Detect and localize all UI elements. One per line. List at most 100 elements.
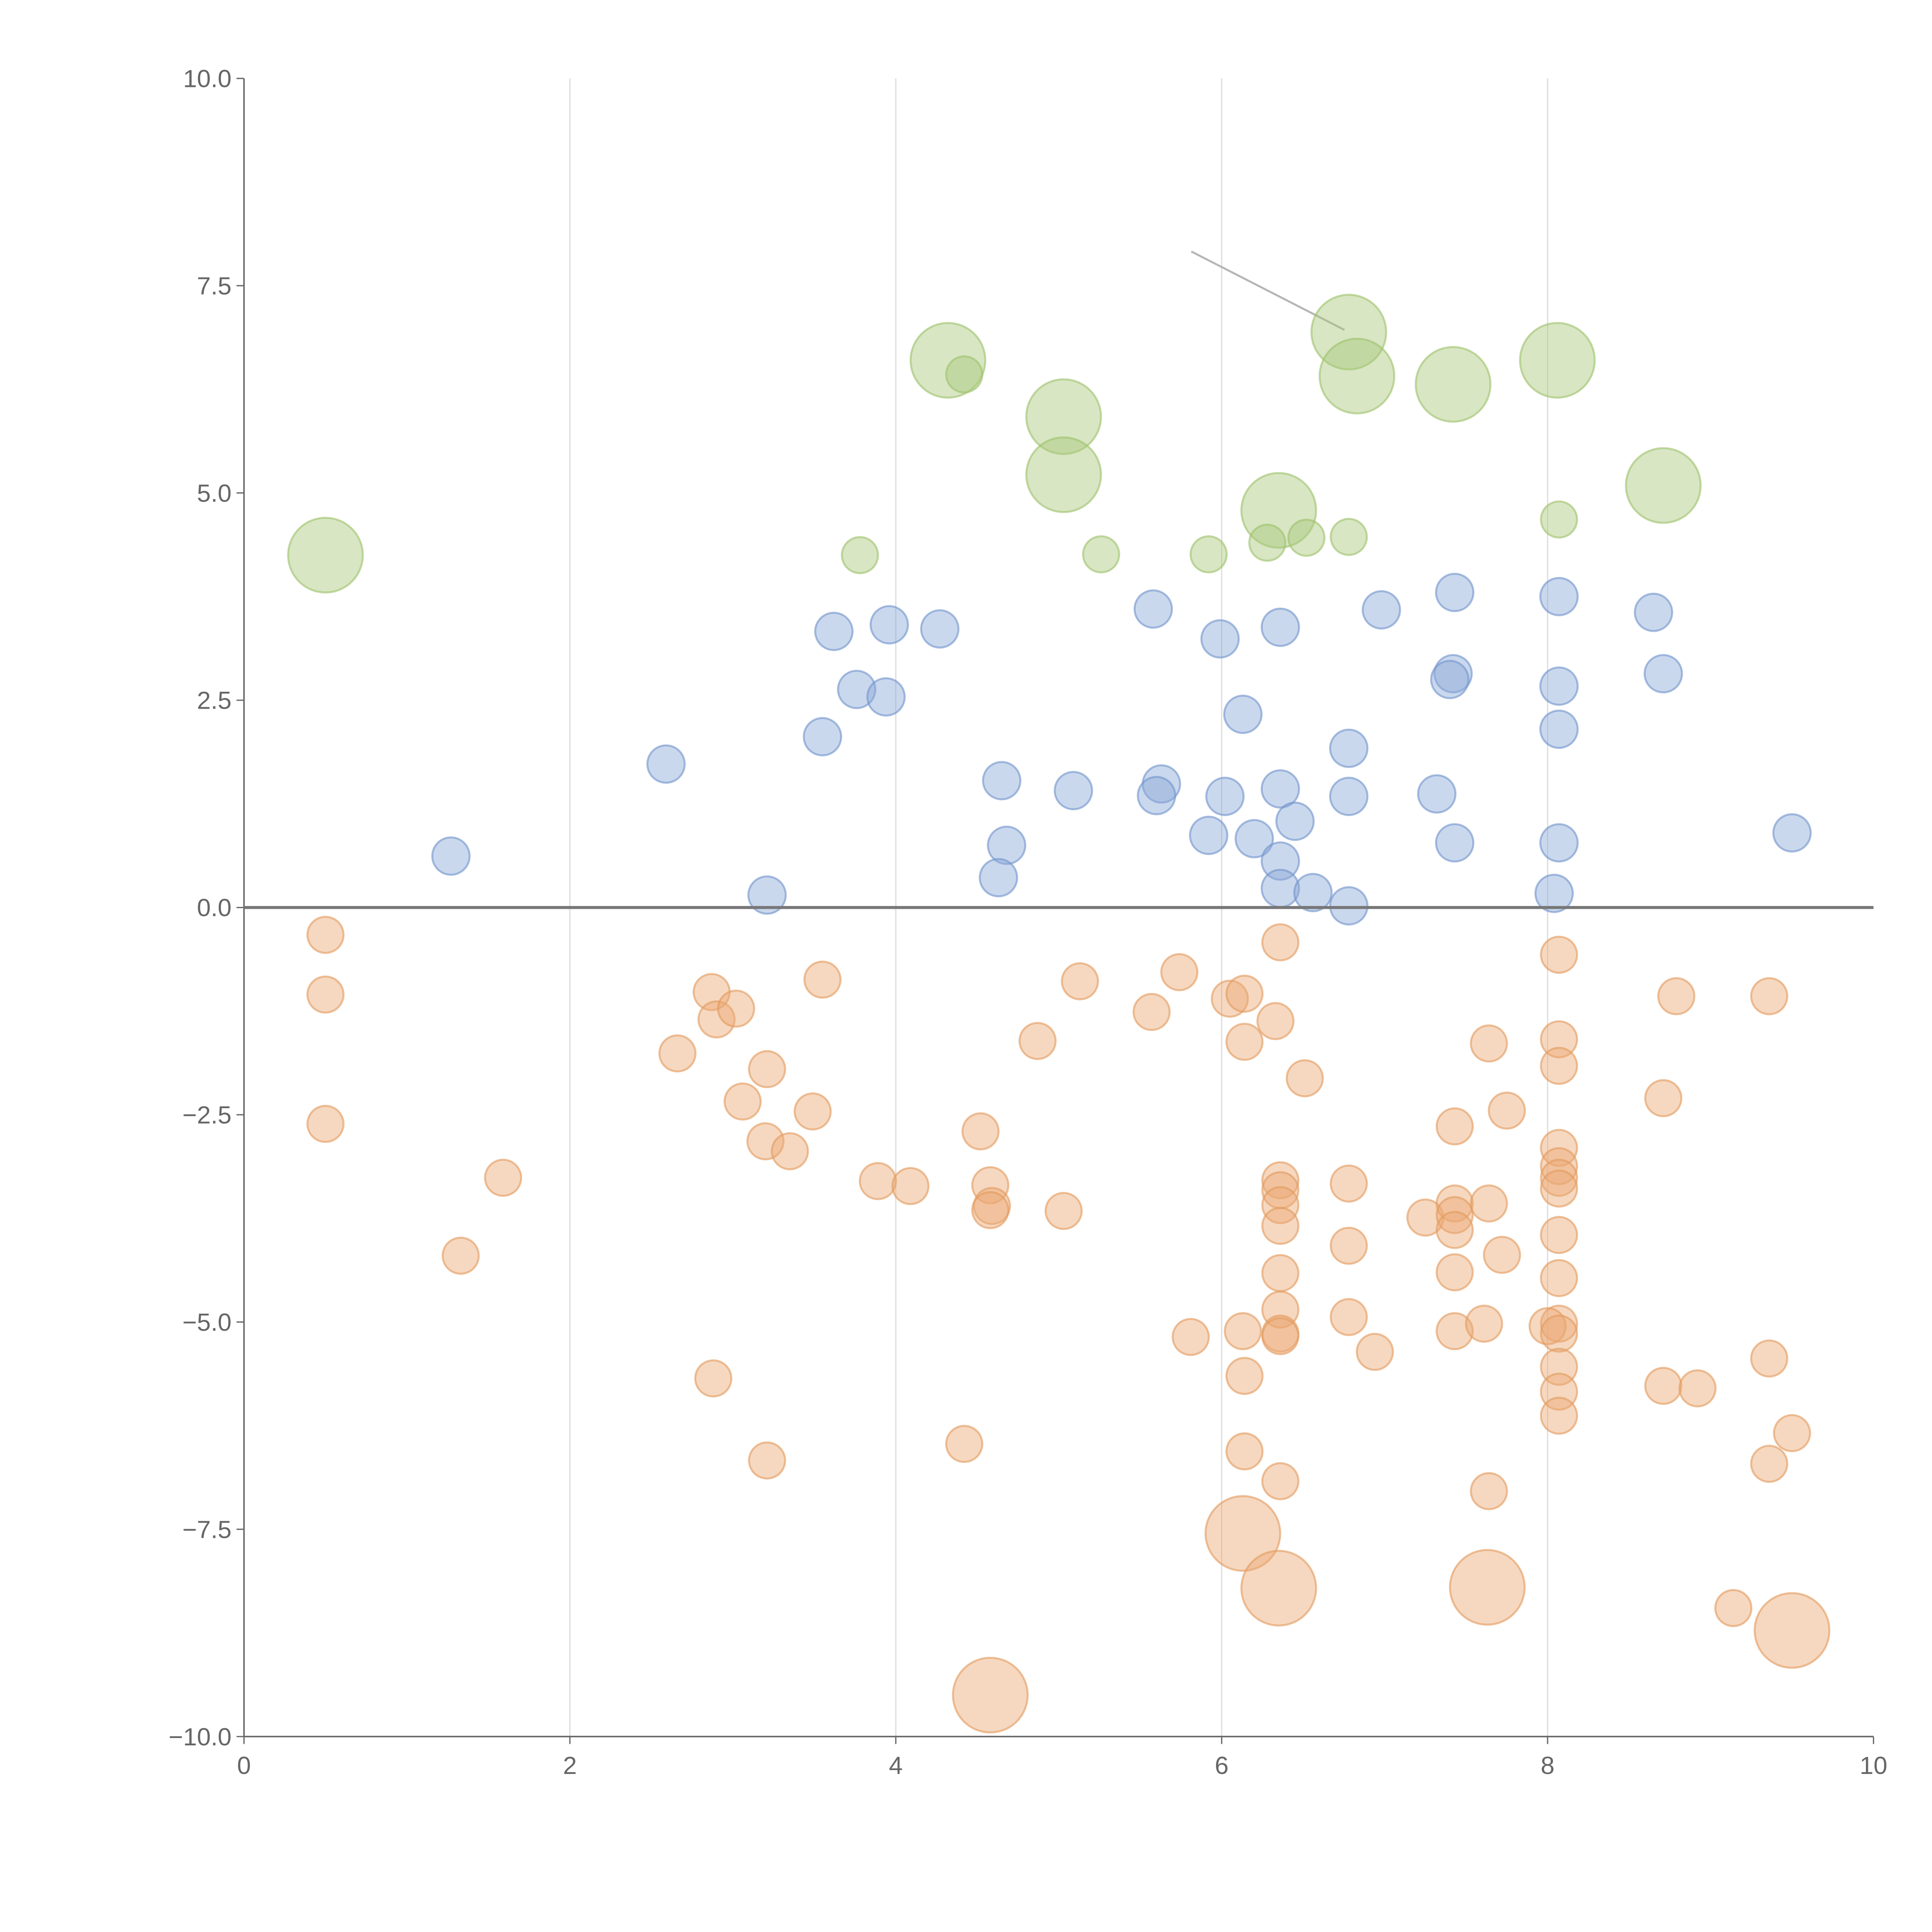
blue-point — [1539, 666, 1579, 706]
orange-point — [1540, 1216, 1578, 1254]
orange-point — [723, 1082, 762, 1121]
orange-point — [748, 1050, 786, 1088]
orange-point — [1435, 1196, 1474, 1234]
orange-point — [1657, 977, 1696, 1015]
orange-point — [859, 1162, 897, 1200]
blue-point — [837, 670, 876, 709]
blue-point — [1260, 841, 1300, 881]
orange-point — [748, 1441, 786, 1480]
orange-point — [1018, 1022, 1057, 1060]
orange-point — [1540, 1169, 1578, 1208]
blue-point — [1205, 777, 1245, 816]
orange-point — [793, 1092, 832, 1131]
blue-point — [1435, 573, 1475, 612]
annotation-leader-line — [1190, 250, 1345, 331]
blue-point — [1133, 589, 1173, 629]
green-point — [1240, 472, 1317, 549]
blue-point — [1433, 654, 1473, 694]
orange-point — [306, 1105, 345, 1143]
x-tick-label: 4 — [889, 1752, 903, 1779]
blue-point — [1329, 728, 1369, 768]
blue-point — [1539, 709, 1579, 749]
blue-point — [1235, 819, 1274, 859]
y-tick-label: 2.5 — [197, 687, 232, 714]
orange-point — [717, 990, 755, 1028]
blue-point — [1137, 776, 1176, 815]
orange-point — [1355, 1333, 1394, 1371]
x-tick-label: 6 — [1215, 1752, 1229, 1779]
blue-point — [987, 825, 1026, 865]
orange-point — [1470, 1184, 1508, 1223]
green-point — [1248, 524, 1287, 562]
blue-point — [1539, 823, 1579, 863]
orange-point — [1061, 962, 1099, 1000]
orange-point — [1714, 1589, 1753, 1627]
orange-point — [1435, 1211, 1474, 1249]
blue-point — [1054, 771, 1093, 810]
orange-point — [1449, 1549, 1526, 1626]
blue-point — [1260, 869, 1300, 908]
orange-point — [1435, 1107, 1474, 1146]
y-tick-label: −10.0 — [168, 1723, 231, 1751]
orange-point — [1540, 1304, 1578, 1343]
green-point — [1287, 519, 1326, 557]
y-tick-label: −5.0 — [182, 1308, 231, 1336]
orange-point — [1483, 1236, 1521, 1274]
blue-point — [646, 744, 686, 784]
x-tick-label: 8 — [1541, 1752, 1554, 1779]
orange-point — [484, 1158, 522, 1197]
orange-point — [306, 975, 345, 1014]
green-point — [1330, 518, 1368, 556]
axes: 0 2 4 6 8 10 10.0 7.5 5.0 2.5 0.0 −2.5 −5.0 −7.5 −10.0 — [168, 65, 1887, 1779]
green-point — [1082, 535, 1120, 573]
blue-point — [1200, 619, 1240, 659]
y-tick-label: 5.0 — [197, 479, 232, 507]
blue-point — [1539, 577, 1579, 616]
green-point — [1519, 322, 1596, 399]
orange-point — [1225, 1357, 1264, 1395]
orange-point — [442, 1236, 480, 1275]
orange-point — [1540, 1259, 1578, 1297]
orange-point — [1261, 1317, 1299, 1355]
orange-point — [1750, 1445, 1788, 1483]
orange-point — [1261, 1462, 1299, 1500]
orange-point — [658, 1034, 697, 1073]
blue-point — [982, 761, 1022, 801]
orange-point — [1224, 1312, 1262, 1350]
orange-point — [891, 1167, 930, 1205]
orange-point — [1540, 1147, 1578, 1185]
blue-point — [1189, 816, 1228, 855]
blue-point — [920, 609, 960, 649]
orange-point — [1261, 1207, 1299, 1245]
orange-point — [1225, 1432, 1264, 1471]
green-point — [1189, 535, 1228, 573]
orange-point — [1488, 1091, 1526, 1130]
orange-point — [1225, 975, 1264, 1013]
orange-point — [1470, 1024, 1508, 1063]
green-point — [1025, 436, 1102, 513]
orange-point — [694, 1359, 733, 1398]
orange-point — [1753, 1592, 1830, 1669]
blue-point — [1362, 590, 1401, 630]
orange-point — [1540, 1020, 1578, 1059]
orange-point — [1172, 1318, 1210, 1356]
orange-point — [1540, 935, 1578, 974]
orange-point — [1540, 1047, 1578, 1085]
orange-point — [1435, 1253, 1474, 1291]
orange-point — [770, 1132, 809, 1170]
orange-point — [1160, 953, 1199, 992]
blue-point — [803, 717, 842, 757]
orange-point — [1750, 1339, 1788, 1378]
orange-point — [945, 1425, 983, 1463]
green-point — [841, 536, 879, 574]
green-point — [1415, 346, 1492, 423]
blue-point — [1417, 774, 1457, 814]
orange-point — [1435, 1184, 1474, 1223]
y-tick-label: −2.5 — [182, 1101, 231, 1129]
green-point — [945, 355, 983, 394]
blue-point — [431, 836, 471, 876]
orange-point — [973, 1187, 1011, 1225]
blue-point — [869, 605, 909, 645]
blue-point — [1634, 592, 1673, 632]
